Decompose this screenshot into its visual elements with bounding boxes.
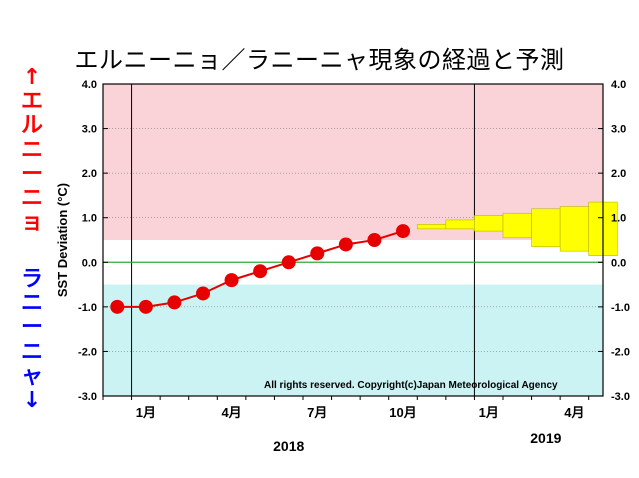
observed-point — [310, 246, 325, 261]
y-tick-label: 4.0 — [611, 79, 626, 91]
y-tick-label: 1.0 — [611, 213, 626, 225]
observed-point — [367, 233, 382, 247]
observed-point — [396, 224, 410, 239]
y-tick-label: -2.0 — [611, 346, 630, 358]
observed-points — [110, 224, 410, 314]
gridlines — [103, 84, 603, 396]
el-nino-label-char: ニ — [20, 185, 43, 211]
la-nina-label-char: ー — [20, 315, 43, 341]
y-axis-label: SST Deviation (°C) — [55, 183, 70, 297]
y-tick-label: -2.0 — [78, 346, 97, 358]
year-label: 2019 — [530, 430, 561, 446]
la-nina-label-char: ラ — [20, 267, 43, 292]
forecast-box — [531, 208, 561, 247]
forecast-box — [502, 212, 532, 239]
el-nino-label-char: エ — [20, 89, 43, 115]
y-tick-label: 3.0 — [82, 124, 97, 136]
forecast-box — [559, 206, 590, 252]
y-tick-label: -3.0 — [78, 391, 97, 403]
y-tick-label: 1.0 — [82, 213, 97, 225]
forecast-box — [416, 224, 447, 230]
x-tick-label: 1月 — [136, 405, 156, 420]
x-ticks: 1月 4月 7月 10月 1月 4月 2018 2019 — [102, 396, 590, 454]
observed-point — [138, 299, 153, 314]
y-tick-label: -3.0 — [611, 391, 630, 403]
copyright-text: All rights reserved. Copyright(c)Japan M… — [264, 380, 558, 391]
forecast-box — [474, 215, 504, 232]
observed-point — [167, 295, 182, 310]
right-y-ticks: 4.0 3.0 2.0 1.0 0.0 -1.0 -2.0 -3.0 — [598, 79, 630, 403]
el-nino-label-char: ル — [20, 113, 43, 139]
observed-point — [224, 273, 239, 288]
plot-frame — [102, 83, 604, 397]
left-y-ticks: 4.0 3.0 2.0 1.0 0.0 -1.0 -2.0 -3.0 — [78, 79, 108, 403]
x-tick-label: 10月 — [389, 405, 416, 420]
la-nina-label-char: ャ — [20, 363, 43, 389]
observed-point — [338, 237, 353, 252]
y-tick-label: 0.0 — [82, 257, 97, 269]
y-tick-label: 2.0 — [82, 168, 97, 180]
chart-title: エルニーニョ／ラニーニャ現象の経過と予測 — [74, 46, 565, 74]
y-tick-label: 2.0 — [611, 168, 626, 180]
y-tick-label: 3.0 — [611, 124, 626, 136]
el-nino-side-label: ↑ エルニーニョ — [12, 65, 52, 236]
y-tick-label: 4.0 — [82, 79, 97, 91]
el-nino-label-char: ↑ — [22, 65, 42, 90]
year-label: 2018 — [273, 438, 304, 454]
la-nina-label-char: ↓ — [22, 387, 42, 413]
observed-point — [281, 255, 296, 270]
y-tick-label: 0.0 — [611, 257, 626, 269]
forecast-boxes — [416, 201, 618, 256]
la-nina-label-char: ニ — [20, 339, 43, 365]
el-nino-label-char: ニ — [20, 137, 43, 163]
y-tick-label: -1.0 — [611, 302, 630, 314]
la-nina-label-char: ニ — [20, 291, 43, 317]
observed-point — [196, 286, 210, 301]
el-nino-label-char: ョ — [20, 210, 43, 236]
x-tick-label: 1月 — [479, 405, 499, 420]
background-bands — [103, 84, 603, 396]
observed-point — [253, 264, 268, 279]
forecast-box — [445, 219, 475, 230]
x-tick-label: 7月 — [307, 405, 327, 420]
la-nina-band — [103, 284, 603, 396]
y-tick-label: -1.0 — [78, 302, 97, 314]
x-tick-label: 4月 — [564, 405, 584, 420]
x-tick-label: 4月 — [221, 405, 241, 420]
observed-point — [110, 299, 125, 314]
el-nino-label-char: ー — [20, 161, 43, 187]
la-nina-side-label: ラニーニャ ↓ — [12, 267, 52, 413]
